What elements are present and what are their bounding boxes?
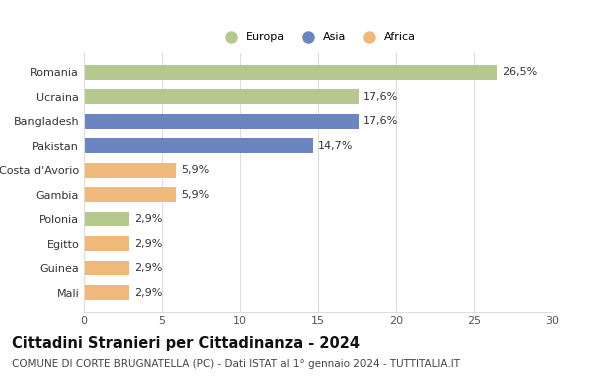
Bar [84, 114, 359, 128]
Bar [84, 236, 129, 251]
Bar [84, 212, 129, 226]
Text: Cittadini Stranieri per Cittadinanza - 2024: Cittadini Stranieri per Cittadinanza - 2… [12, 336, 360, 351]
Bar [84, 285, 129, 300]
Bar [84, 163, 176, 177]
Legend: Europa, Asia, Africa: Europa, Asia, Africa [220, 32, 416, 43]
Bar [84, 65, 497, 80]
Text: 26,5%: 26,5% [502, 67, 538, 77]
Text: 17,6%: 17,6% [363, 116, 398, 126]
Bar [84, 89, 359, 104]
Text: 17,6%: 17,6% [363, 92, 398, 102]
Text: 2,9%: 2,9% [134, 214, 162, 224]
Text: 5,9%: 5,9% [181, 165, 209, 175]
Text: 5,9%: 5,9% [181, 190, 209, 200]
Text: 2,9%: 2,9% [134, 288, 162, 298]
Bar [84, 138, 313, 153]
Text: 14,7%: 14,7% [318, 141, 353, 151]
Text: COMUNE DI CORTE BRUGNATELLA (PC) - Dati ISTAT al 1° gennaio 2024 - TUTTITALIA.IT: COMUNE DI CORTE BRUGNATELLA (PC) - Dati … [12, 359, 460, 369]
Bar [84, 261, 129, 276]
Bar [84, 187, 176, 202]
Text: 2,9%: 2,9% [134, 263, 162, 273]
Text: 2,9%: 2,9% [134, 239, 162, 249]
